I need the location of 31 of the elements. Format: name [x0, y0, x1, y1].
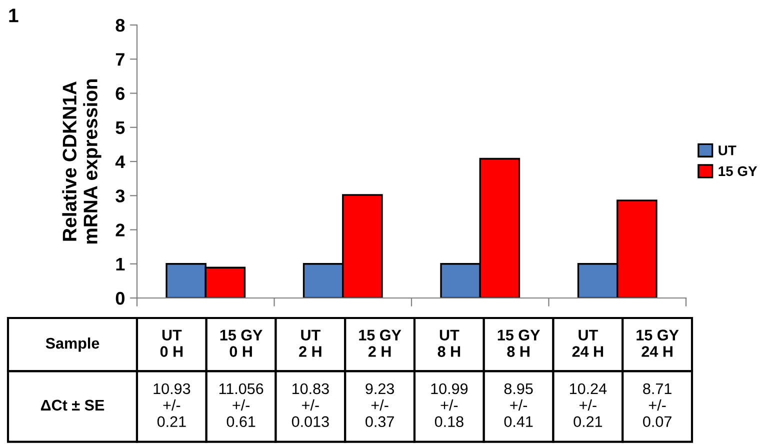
y-tick-label: 7	[116, 53, 124, 66]
text: 15 GY 2 H	[359, 330, 402, 357]
text: 10.24 +/- 0.21	[570, 383, 607, 428]
text: UT 0 H	[160, 330, 183, 357]
y-tick-label: 5	[116, 121, 125, 134]
text: 10.93 +/- 0.21	[154, 383, 190, 428]
text: 9.23 +/- 0.37	[366, 383, 394, 428]
y-tick-label: 2	[116, 224, 124, 236]
text: 15 GY 24 H	[636, 330, 679, 357]
text: Sample	[46, 337, 100, 352]
y-tick-label: 8	[116, 18, 125, 32]
y-tick-label: 1	[116, 258, 125, 270]
text: UT 2 H	[299, 330, 322, 357]
legend-label: UT	[718, 146, 736, 156]
y-axis-title: Relative CDKN1A mRNA expression	[62, 79, 102, 244]
text: ΔCt ± SE	[40, 400, 104, 411]
text: 15 GY 0 H	[220, 330, 262, 357]
text: UT 24 H	[572, 330, 604, 357]
text: UT 8 H	[438, 330, 460, 357]
text: 10.99 +/- 0.18	[431, 383, 468, 428]
text: 8.71 +/- 0.07	[643, 383, 672, 428]
y-tick-label: 0	[116, 292, 124, 305]
y-tick-label: 4	[115, 156, 126, 168]
y-tick-label: 3	[116, 190, 125, 202]
y-tick-label: 6	[116, 87, 125, 100]
text: 10.83 +/- 0.013	[292, 383, 329, 428]
legend-label: 15 GY	[718, 166, 758, 176]
text: 11.056 +/- 0.61	[219, 383, 264, 428]
text: 8.95 +/- 0.41	[504, 383, 533, 428]
text: 15 GY 8 H	[498, 330, 540, 357]
text: 1	[9, 8, 18, 22]
